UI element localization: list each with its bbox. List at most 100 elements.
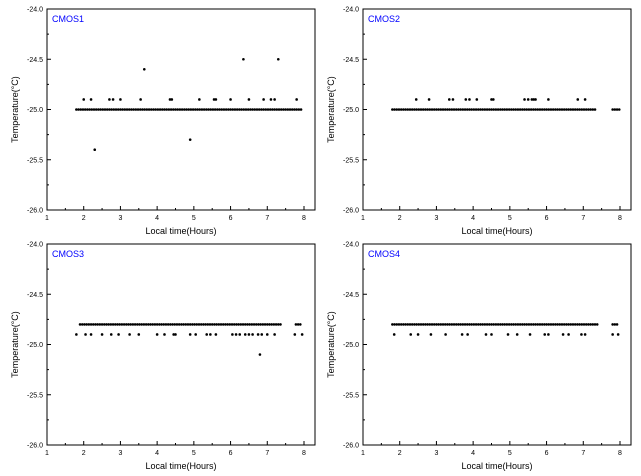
data-point	[457, 323, 460, 326]
data-point	[428, 108, 432, 111]
data-point	[481, 323, 484, 326]
data-point	[109, 333, 113, 336]
data-point	[430, 108, 434, 111]
data-point	[578, 108, 581, 111]
data-point	[580, 333, 583, 336]
data-point	[145, 108, 149, 111]
plot-frame	[46, 243, 316, 446]
data-point	[475, 98, 479, 101]
data-point	[472, 323, 476, 326]
data-point	[547, 333, 550, 336]
data-point	[536, 108, 540, 111]
outlier-point	[188, 138, 192, 141]
data-point	[527, 323, 531, 326]
outlier-point	[258, 353, 262, 356]
data-point	[180, 323, 183, 326]
data-point	[615, 108, 619, 111]
data-point	[591, 108, 595, 111]
data-point	[195, 323, 199, 326]
data-point	[94, 108, 98, 111]
data-point	[416, 333, 420, 336]
data-point	[140, 323, 144, 326]
data-point	[419, 108, 423, 111]
x-tick-label: 8	[302, 450, 306, 457]
data-point	[207, 108, 210, 111]
data-point	[171, 323, 174, 326]
y-tick-label: -25.0	[27, 107, 43, 114]
plot-frame	[362, 243, 632, 446]
data-point	[470, 108, 473, 111]
data-point	[534, 98, 537, 101]
outlier-point	[93, 148, 97, 151]
data-point	[100, 323, 104, 326]
data-point	[428, 323, 432, 326]
data-point	[463, 323, 467, 326]
data-point	[468, 108, 471, 111]
data-point	[215, 323, 218, 326]
data-point	[406, 323, 410, 326]
x-tick-label: 8	[618, 215, 622, 222]
data-point	[448, 323, 451, 326]
data-point	[268, 323, 271, 326]
data-point	[96, 323, 99, 326]
data-point	[169, 108, 173, 111]
panel-cmos1: 1 2 3 4 5 6 7 8 -24.0 -24.5 -25.0 -25.5 -26.0 Local t…	[10, 7, 316, 236]
data-point	[441, 108, 445, 111]
data-point	[426, 323, 429, 326]
data-point	[468, 323, 471, 326]
data-point	[435, 108, 438, 111]
data-point	[538, 108, 542, 111]
data-point	[569, 323, 573, 326]
data-point	[295, 98, 298, 101]
data-point	[399, 323, 403, 326]
x-tick-label: 2	[398, 215, 402, 222]
data-point	[560, 108, 564, 111]
data-point	[244, 108, 248, 111]
data-point	[460, 333, 464, 336]
data-point	[532, 323, 535, 326]
data-point	[521, 108, 524, 111]
data-point	[194, 333, 197, 336]
y-tick-label: -24.0	[27, 242, 43, 249]
data-point	[516, 108, 520, 111]
data-point	[484, 333, 488, 336]
data-point	[92, 108, 96, 111]
y-axis-label: Temperature(°C)	[10, 311, 20, 378]
data-point	[492, 108, 495, 111]
data-point	[97, 108, 100, 111]
data-point	[168, 98, 172, 101]
data-point	[83, 323, 86, 326]
data-point	[459, 323, 462, 326]
data-point	[121, 108, 124, 111]
data-point	[226, 323, 229, 326]
data-point	[253, 108, 257, 111]
data-point	[556, 323, 559, 326]
data-point	[528, 333, 532, 336]
y-tick-label: -26.0	[27, 443, 43, 450]
x-tick-label: 4	[155, 450, 159, 457]
data-point	[227, 108, 230, 111]
data-point	[184, 323, 188, 326]
data-point	[199, 323, 203, 326]
data-point	[193, 323, 196, 326]
x-tick-label: 2	[398, 450, 402, 457]
data-point	[234, 333, 238, 336]
data-point	[587, 323, 590, 326]
data-point	[263, 323, 267, 326]
data-point	[402, 323, 405, 326]
data-point	[252, 323, 256, 326]
outlier-point	[276, 57, 280, 61]
data-point	[446, 108, 449, 111]
data-point	[136, 108, 140, 111]
data-point	[260, 333, 264, 336]
data-point	[235, 108, 239, 111]
data-point	[463, 108, 467, 111]
data-point	[108, 108, 111, 111]
data-point	[461, 323, 465, 326]
data-point	[282, 108, 285, 111]
data-point	[532, 98, 536, 101]
data-point	[496, 108, 500, 111]
data-point	[393, 323, 396, 326]
data-point	[415, 323, 418, 326]
data-point	[103, 108, 107, 111]
